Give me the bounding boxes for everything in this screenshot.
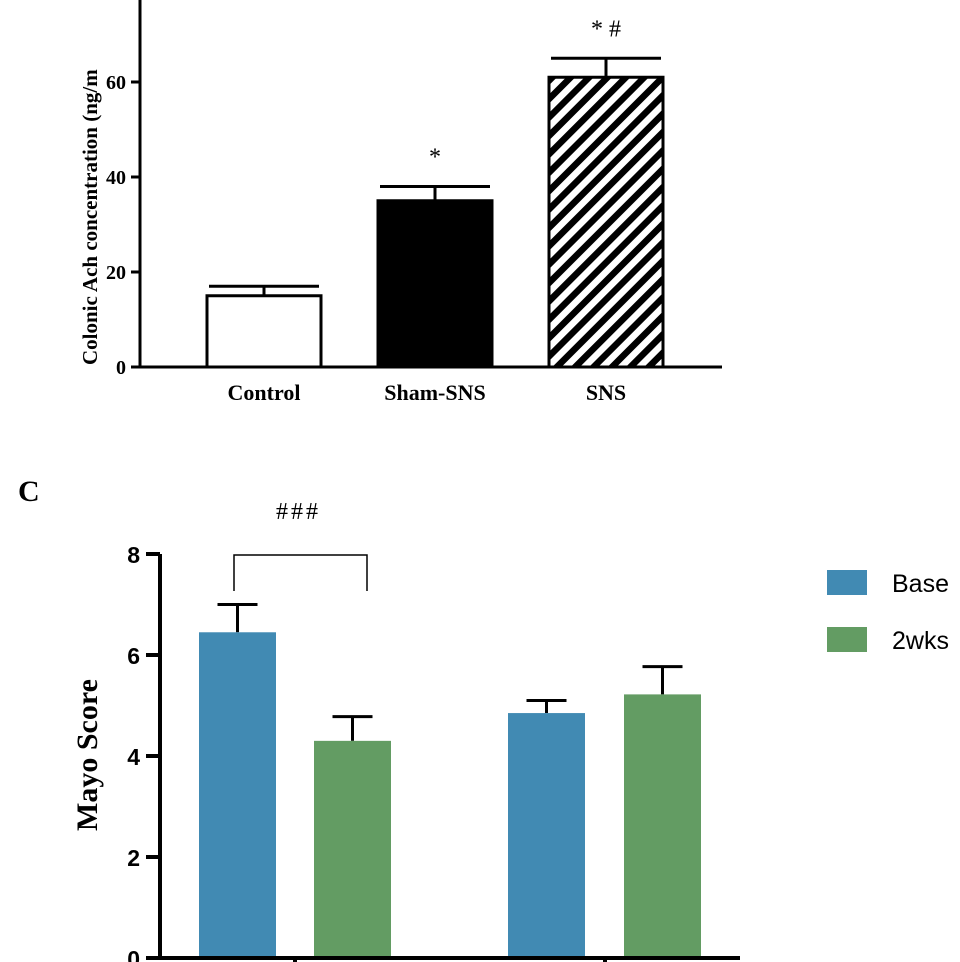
axes (131, 0, 722, 369)
category-label: Sham-SNS (384, 380, 485, 405)
legend: Base 2wks (827, 570, 949, 655)
bracket-line (233, 554, 368, 591)
axes (146, 552, 740, 962)
bar-sham-sns (376, 199, 494, 369)
y-tick-label: 40 (106, 167, 126, 189)
y-tick-label: 20 (106, 262, 126, 284)
category-labels: Control Sham-SNS SNS (228, 380, 627, 405)
bars (205, 56, 665, 369)
legend-label: 2wks (892, 627, 949, 655)
ach-concentration-chart: Colonic Ach concentration (ng/m 0204060 … (78, 0, 722, 405)
bar-sns (547, 75, 665, 369)
significance-marker: * # (591, 16, 621, 42)
significance-bracket: ### (233, 499, 368, 591)
legend-swatch-2wks (827, 627, 867, 652)
panel-label: C (18, 475, 40, 508)
significance-markers: * * # (429, 16, 621, 170)
y-tick-label: 4 (127, 744, 140, 770)
y-tick-label: 60 (106, 72, 126, 94)
y-tick-label: 8 (127, 542, 140, 568)
bar-base-group-1 (199, 632, 276, 958)
y-axis-label: Mayo Score (71, 679, 104, 831)
significance-label: ### (276, 499, 321, 525)
y-tick-label: 0 (116, 357, 126, 379)
y-tick-label: 0 (127, 946, 140, 962)
category-label: Control (228, 380, 301, 405)
bar-2wks-group-1 (314, 740, 391, 958)
category-label: SNS (586, 380, 626, 405)
bar-control (205, 294, 323, 369)
y-tick-labels: 0 20 40 60 (106, 72, 126, 379)
y-tick-labels: 0 2 4 6 8 (127, 542, 140, 962)
legend-swatch-base (827, 570, 867, 595)
y-axis-label: Colonic Ach concentration (ng/m (78, 69, 102, 365)
mayo-score-chart: C Mayo Score 0 2 4 6 8 ### Base 2wks (18, 475, 949, 962)
y-tick-label: 2 (127, 845, 140, 871)
legend-label: Base (892, 570, 949, 598)
y-tick-label: 6 (127, 643, 140, 669)
significance-marker: * (429, 145, 441, 171)
bar-2wks-group-2 (624, 694, 701, 958)
bars (199, 603, 701, 958)
bar-base-group-2 (508, 713, 585, 958)
